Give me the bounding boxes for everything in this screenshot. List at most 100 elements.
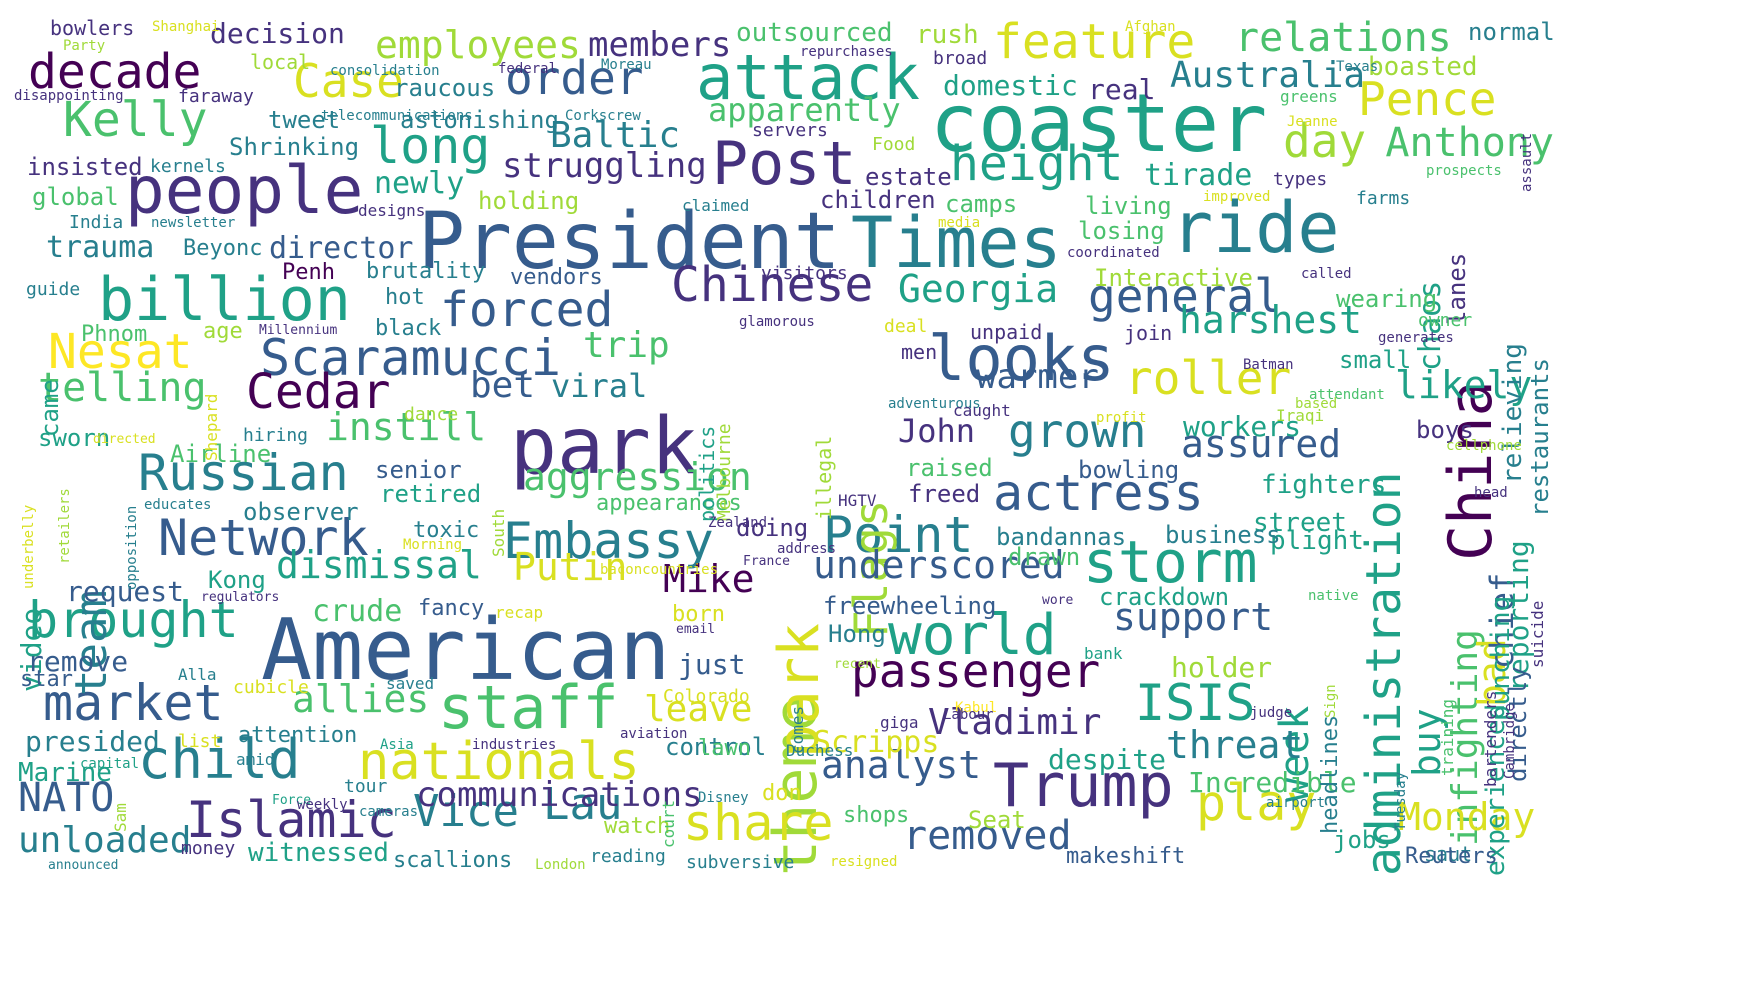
word-insisted: insisted [27, 153, 143, 181]
word-apparently: apparently [708, 91, 901, 129]
word-fancy: fancy [418, 596, 485, 621]
word-nationals: nationals [358, 732, 640, 792]
word-attendant: attendant [1309, 387, 1385, 403]
word-based: based [1295, 396, 1338, 412]
word-types: types [1273, 169, 1328, 190]
word-servers: servers [752, 120, 828, 141]
word-cubicle: cubicle [233, 677, 309, 698]
word-employees: employees [375, 23, 581, 67]
word-outsourced: outsourced [736, 18, 893, 48]
word-market: market [43, 674, 224, 732]
word-opposition: opposition [124, 505, 140, 590]
word-money: money [181, 838, 236, 859]
word-day: day [1283, 114, 1367, 168]
word-remove: remove [27, 645, 129, 678]
word-monday: Monday [1398, 795, 1536, 839]
word-likely: likely [1395, 363, 1533, 407]
word-london: London [535, 857, 586, 873]
word-force: Force [272, 793, 312, 808]
word-called: called [1301, 266, 1352, 282]
word-share: share [683, 794, 834, 852]
word-members: members [588, 25, 732, 65]
word-appearances: appearances [596, 491, 742, 516]
word-normal: normal [1468, 18, 1555, 46]
word-court: court [659, 799, 678, 848]
word-tirade: tirade [1144, 158, 1253, 193]
word-caught: caught [953, 401, 1011, 420]
word-marine: Marine [18, 758, 112, 788]
word-crackdown: crackdown [1099, 583, 1230, 611]
word-allies: allies [292, 677, 430, 721]
word-texas: Texas [1336, 59, 1379, 75]
word-struggling: struggling [502, 146, 707, 186]
word-order: order [505, 51, 644, 105]
word-profit: profit [1096, 410, 1147, 426]
word-mike: Mike [663, 557, 755, 601]
word-airport: airport [1266, 795, 1326, 811]
word-chinese: Chinese [671, 257, 874, 313]
word-federal: federal [498, 61, 558, 77]
word-hiring: hiring [243, 425, 309, 446]
word-south: South [489, 508, 508, 557]
word-child: child [138, 728, 301, 791]
word-alla: Alla [178, 665, 217, 684]
word-witnessed: witnessed [248, 838, 389, 868]
word-fighters: fighters [1261, 470, 1387, 500]
word-passenger: passenger [851, 644, 1101, 698]
word-baconcountries: baconcountries [600, 562, 719, 578]
word-looks: looks [928, 322, 1115, 395]
word-holding: holding [478, 187, 580, 215]
word-list: list [178, 731, 222, 752]
word-industries: industries [472, 737, 557, 753]
word-training: training [1438, 698, 1457, 776]
word-reuters: Reuters [1405, 844, 1498, 869]
word-case: Case [293, 54, 404, 108]
word-support: support [1113, 595, 1274, 639]
word-penh: Penh [282, 260, 335, 285]
word-came: came [36, 379, 64, 437]
word-john: John [898, 412, 976, 450]
word-lau: Lau [543, 779, 623, 830]
word-president: President [418, 197, 841, 287]
word-toxic: toxic [413, 518, 480, 543]
word-farms: farms [1356, 188, 1411, 209]
word-coordinated: coordinated [1067, 245, 1160, 261]
word-don: don [762, 781, 802, 806]
word-illegal: illegal [812, 435, 836, 520]
word-incredible: Incredible [1188, 766, 1357, 799]
word-anthony: Anthony [1385, 120, 1554, 166]
word-corkscrew: Corkscrew [565, 108, 641, 124]
word-scallions: scallions [393, 848, 513, 873]
word-raised: raised [906, 454, 993, 482]
word-director: director [269, 231, 414, 266]
word-owner: owner [1418, 310, 1473, 331]
word-camps: camps [945, 190, 1018, 218]
word-staff: staff [438, 673, 619, 743]
word-unpaid: unpaid [970, 320, 1043, 344]
word-judge: judge [1250, 705, 1293, 721]
word-senior: senior [375, 456, 462, 484]
word-relieving: relieving [1498, 343, 1528, 484]
word-weekly: weekly [297, 797, 348, 813]
word-cloud: President American coaster park Times ride the… [8, 8, 1556, 878]
word-prospects: prospects [1426, 163, 1502, 179]
word-duchess: Duchess [786, 741, 854, 760]
word-assured: assured [1181, 422, 1342, 466]
word-deal: deal [884, 316, 928, 337]
word-islamic: Islamic [186, 791, 397, 849]
word-seat: Seat [968, 806, 1026, 834]
word-warmer: warmer [976, 357, 1099, 397]
word-newly: newly [374, 166, 465, 201]
word-dance: dance [404, 404, 459, 425]
word-age: age [203, 319, 243, 344]
word-pence: Pence [1358, 72, 1497, 126]
word-india: India [69, 212, 124, 233]
word-dismissal: dismissal [276, 543, 482, 587]
word-crude: crude [312, 594, 403, 629]
word-cameras: cameras [359, 804, 419, 820]
word-restaurants: restaurants [1526, 358, 1554, 517]
word-cellphone: cellphone [1446, 438, 1522, 454]
word-local: local [250, 50, 311, 74]
word-tour: tour [344, 776, 388, 797]
word-men: men [901, 340, 938, 364]
